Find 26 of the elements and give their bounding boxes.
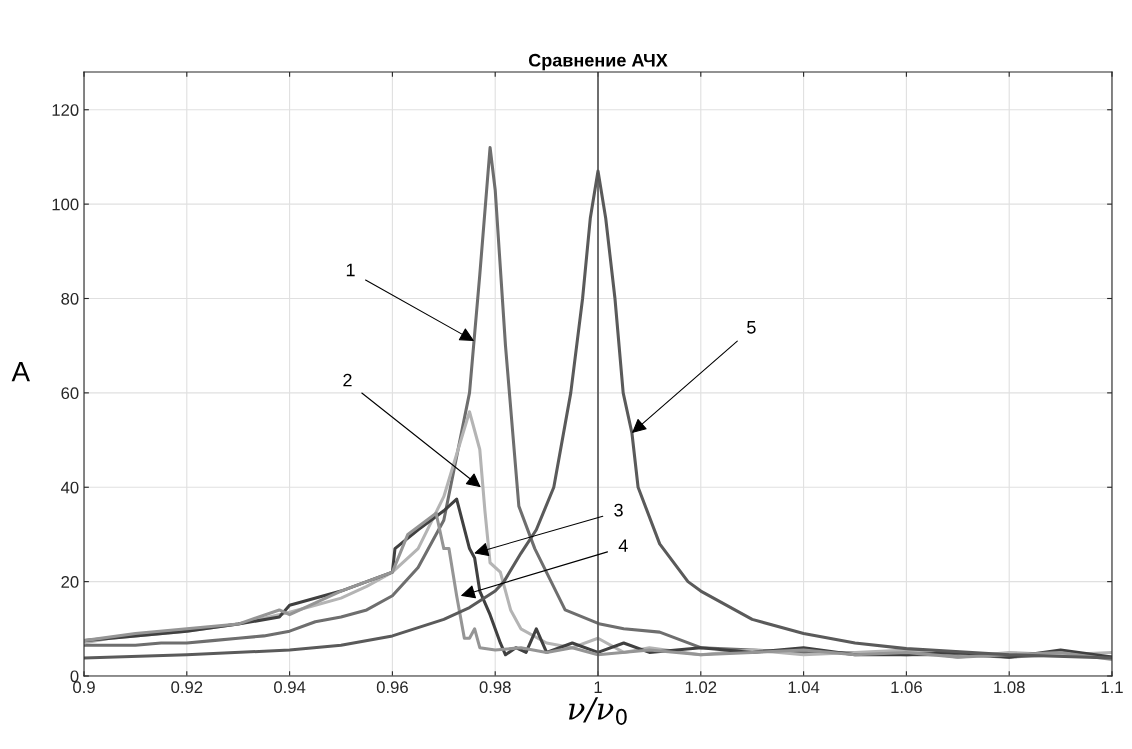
x-tick-label: 1.04 — [788, 681, 820, 694]
y-tick-label: 120 — [52, 104, 79, 116]
annotation: 1 — [346, 263, 355, 277]
x-tick-label: 1.02 — [685, 681, 717, 694]
annotation: 4 — [618, 539, 628, 552]
x-tick-label: 0.98 — [479, 681, 511, 694]
x-tick-label: 1.08 — [994, 681, 1025, 694]
y-axis-title: A — [11, 362, 30, 382]
x-tick-label: 0.94 — [274, 681, 306, 694]
chart-title: Сравнение АЧХ — [528, 53, 668, 71]
y-tick-label: 20 — [61, 576, 79, 588]
annotation: 2 — [343, 373, 352, 387]
x-tick-label: 0.9 — [73, 681, 95, 694]
x-axis-title: ν/ν$_{0}$ — [569, 697, 627, 725]
y-tick-label: 60 — [61, 387, 79, 400]
x-tick-label: 1.1 — [1101, 681, 1123, 693]
annotation: 5 — [747, 321, 756, 334]
y-tick-label: 0 — [70, 670, 79, 683]
y-tick-label: 100 — [52, 198, 79, 211]
x-tick-label: 1.06 — [891, 681, 922, 694]
x-tick-label: 1 — [594, 681, 602, 693]
x-tick-label: 0.96 — [376, 681, 408, 694]
y-tick-label: 80 — [61, 292, 79, 305]
annotation: 3 — [614, 503, 623, 517]
y-tick-label: 40 — [60, 481, 79, 494]
x-tick-label: 0.92 — [171, 681, 203, 694]
